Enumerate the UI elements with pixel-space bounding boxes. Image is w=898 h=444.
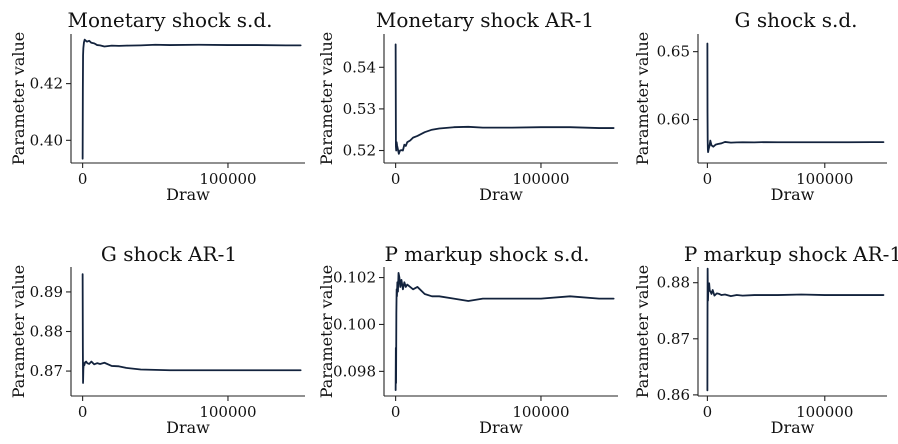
y-axis-label-5: Parameter value xyxy=(317,265,336,399)
y-tick-label-5-2: 0.100 xyxy=(333,315,376,333)
x-tick-label-3-2: 100000 xyxy=(796,170,853,188)
y-tick-label-6-2: 0.87 xyxy=(657,330,690,348)
chart-panel-1: Monetary shock s.d. Parameter value 0.40 0.… xyxy=(9,8,305,204)
x-axis-label-6: Draw xyxy=(771,418,815,437)
x-tick-label-5-2: 100000 xyxy=(512,403,569,421)
y-tick-label-3-2: 0.65 xyxy=(657,43,690,61)
y-tick-label-3-1: 0.60 xyxy=(657,111,690,129)
chart-panel-6: P markup shock AR-1 Parameter value 0.86 0.… xyxy=(633,242,898,437)
x-tick-label-3-1: 0 xyxy=(703,170,713,188)
trace-line-3-1 xyxy=(706,42,885,154)
y-axis-label-2: Parameter value xyxy=(317,32,336,166)
chart-title-1: Monetary shock s.d. xyxy=(67,8,272,32)
x-tick-label-2-2: 100000 xyxy=(512,170,569,188)
y-tick-label-2-2: 0.53 xyxy=(343,100,376,118)
x-axis-label-2: Draw xyxy=(479,185,523,204)
y-tick-label-5-1: 0.098 xyxy=(333,362,376,380)
x-tick-label-4-2: 100000 xyxy=(199,403,256,421)
y-axis-label-3: Parameter value xyxy=(633,32,652,166)
y-axis-label-4: Parameter value xyxy=(9,265,28,399)
trace-line-2-1 xyxy=(394,43,615,155)
trace-line-4-1 xyxy=(81,273,302,384)
chart-title-4: G shock AR-1 xyxy=(101,242,237,266)
x-tick-label-4-1: 0 xyxy=(78,403,88,421)
chart-panel-2: Monetary shock AR-1 Parameter value 0.52 0.… xyxy=(317,8,618,204)
x-axis-label-4: Draw xyxy=(166,418,210,437)
y-tick-label-4-1: 0.87 xyxy=(30,362,63,380)
trace-line-6-1 xyxy=(706,267,885,392)
y-tick-label-4-2: 0.88 xyxy=(30,323,63,341)
x-tick-label-2-1: 0 xyxy=(391,170,401,188)
x-axis-label-1: Draw xyxy=(166,185,210,204)
y-tick-label-1-1: 0.40 xyxy=(30,131,63,149)
x-tick-label-1-1: 0 xyxy=(78,170,88,188)
chart-panel-4: G shock AR-1 Parameter value 0.87 0.88 0.89 0… xyxy=(9,242,305,437)
x-tick-label-1-2: 100000 xyxy=(199,170,256,188)
chart-title-3: G shock s.d. xyxy=(735,8,858,32)
y-tick-label-6-1: 0.86 xyxy=(657,386,690,404)
chart-panel-3: G shock s.d. Parameter value 0.60 0.65 0 1000… xyxy=(633,8,887,204)
chart-title-5: P markup shock s.d. xyxy=(384,242,589,266)
y-tick-label-1-2: 0.42 xyxy=(30,75,63,93)
y-tick-label-2-1: 0.52 xyxy=(343,142,376,160)
y-tick-label-2-3: 0.54 xyxy=(343,58,376,76)
y-axis-label-6: Parameter value xyxy=(633,265,652,399)
x-tick-label-5-1: 0 xyxy=(391,403,401,421)
y-axis-label-1: Parameter value xyxy=(9,32,28,166)
trace-line-5-1 xyxy=(394,271,615,392)
chart-title-2: Monetary shock AR-1 xyxy=(376,8,594,32)
x-axis-label-5: Draw xyxy=(479,418,523,437)
x-tick-label-6-1: 0 xyxy=(703,403,713,421)
y-tick-label-6-3: 0.88 xyxy=(657,274,690,292)
y-tick-label-5-3: 0.102 xyxy=(333,269,376,287)
trace-line-1-1 xyxy=(81,38,302,160)
x-tick-label-6-2: 100000 xyxy=(796,403,853,421)
x-axis-label-3: Draw xyxy=(771,185,815,204)
y-tick-label-4-3: 0.89 xyxy=(30,283,63,301)
chart-title-6: P markup shock AR-1 xyxy=(684,242,898,266)
